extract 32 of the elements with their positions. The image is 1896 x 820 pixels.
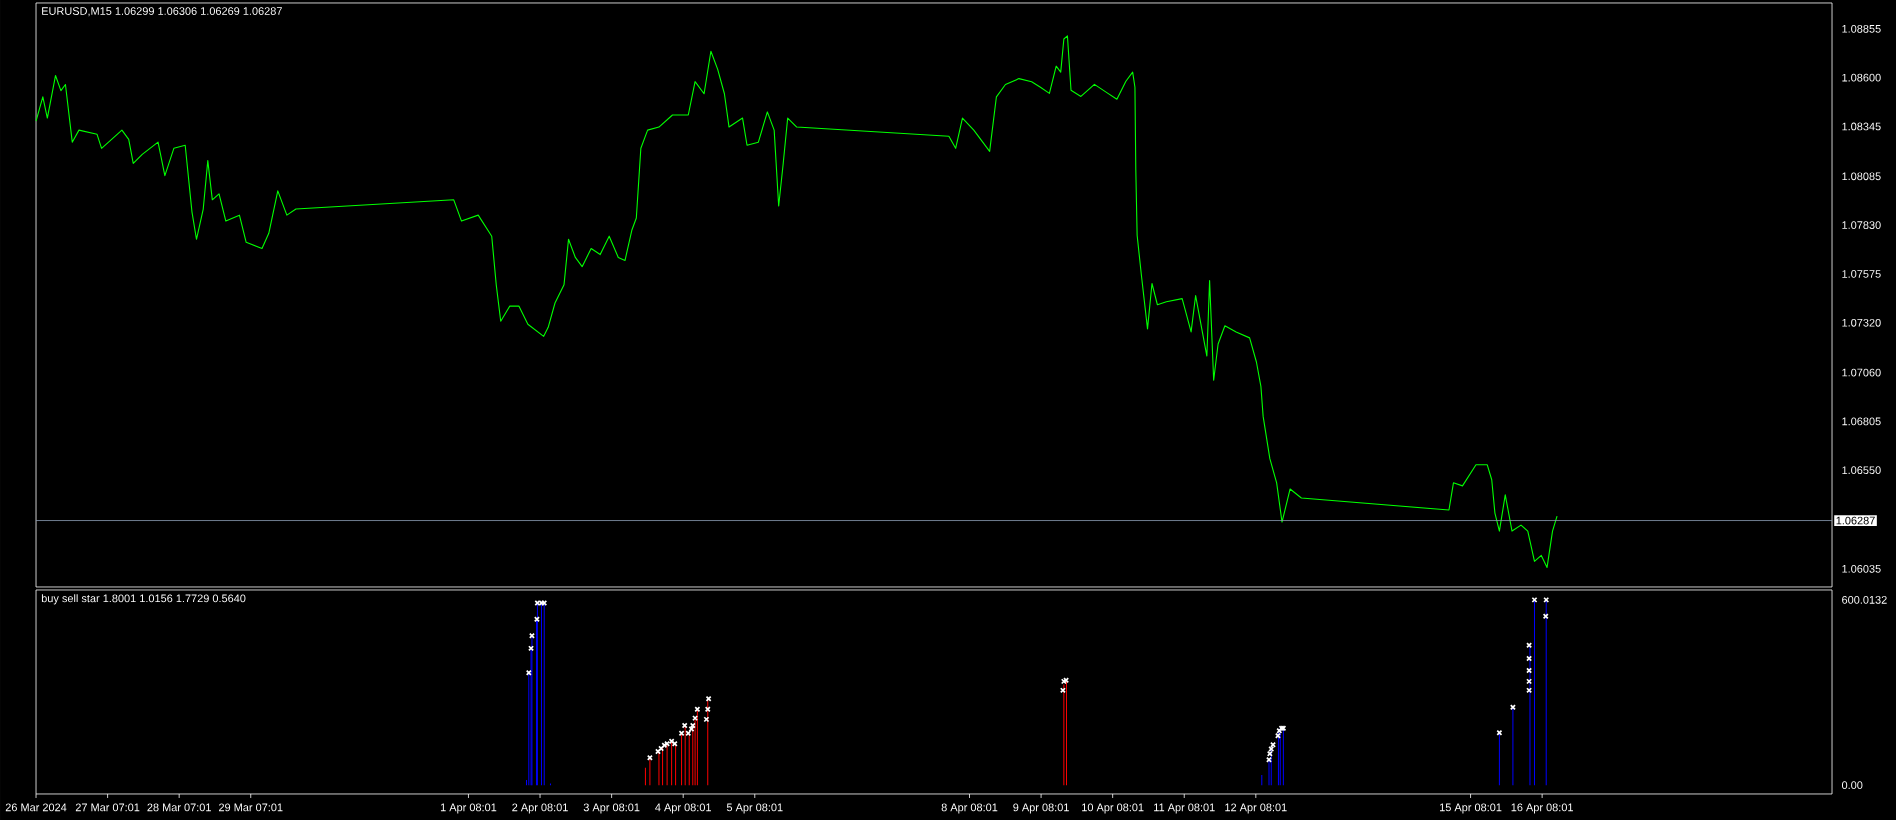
x-tick-label: 1 Apr 08:01	[440, 803, 497, 814]
y-tick-label: 1.07320	[1842, 318, 1881, 327]
y-tick-label: 0.00	[1841, 781, 1863, 790]
y-tick-label: 1.08345	[1842, 122, 1881, 131]
x-tick-label: 28 Mar 07:01	[147, 803, 211, 812]
x-tick-label: 9 Apr 08:01	[1013, 803, 1069, 814]
y-tick-label: 600.0132	[1842, 595, 1887, 604]
x-tick-label: 12 Apr 08:01	[1225, 803, 1287, 814]
y-tick-label: 1.07575	[1842, 270, 1881, 278]
chart-title: buy sell star 1.8001 1.0156 1.7729 0.5640	[41, 594, 246, 605]
x-tick-label: 4 Apr 08:01	[655, 803, 711, 814]
x-tick-label: 3 Apr 08:01	[583, 803, 640, 814]
y-tick-label: 1.07830	[1842, 221, 1881, 229]
y-tick-label: 1.08600	[1842, 73, 1881, 82]
y-tick-label: 1.06550	[1842, 466, 1881, 475]
chart-title: EURUSD,M15 1.06299 1.06306 1.06269 1.06287	[42, 7, 282, 17]
x-tick-label: 11 Apr 08:01	[1154, 803, 1215, 814]
x-tick-label: 26 Mar 2024	[5, 803, 67, 812]
x-tick-label: 8 Apr 08:01	[941, 803, 998, 814]
y-tick-label: 1.06805	[1842, 417, 1881, 426]
x-tick-label: 10 Apr 08:01	[1082, 803, 1144, 814]
y-tick-label: 1.06035	[1842, 564, 1881, 573]
x-tick-label: 5 Apr 08:01	[726, 803, 783, 814]
y-tick-label: 1.08855	[1842, 24, 1881, 33]
y-tick-label: 1.08085	[1842, 172, 1881, 181]
x-tick-label: 2 Apr 08:01	[512, 803, 568, 814]
x-tick-label: 16 Apr 08:01	[1511, 803, 1573, 814]
x-tick-label: 29 Mar 07:01	[219, 803, 283, 812]
x-tick-label: 15 Apr 08:01	[1440, 803, 1502, 814]
x-tick-label: 27 Mar 07:01	[75, 803, 140, 812]
ref-line-label: 1.06287	[1836, 516, 1875, 525]
y-tick-label: 1.07060	[1842, 368, 1881, 377]
